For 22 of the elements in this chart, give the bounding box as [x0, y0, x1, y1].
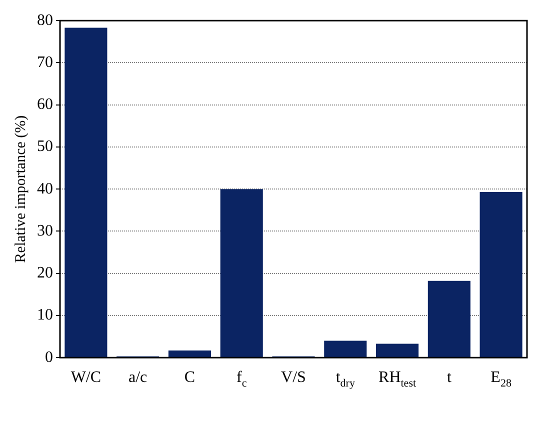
x-tick-label: C [184, 368, 196, 386]
bar [376, 344, 419, 358]
x-tick-label: a/c [128, 368, 148, 386]
y-tick-label: 20 [37, 264, 53, 282]
y-tick-label: 80 [37, 12, 53, 29]
y-tick-label: 0 [45, 348, 53, 366]
bar [220, 189, 263, 358]
y-tick-label: 70 [37, 54, 53, 71]
y-tick-label: 50 [37, 138, 53, 156]
x-tick-label: W/C [70, 368, 102, 386]
x-tick-label: V/S [281, 368, 306, 386]
x-tick-label: t [446, 368, 452, 386]
y-tick-label: 60 [37, 96, 53, 114]
bar [64, 28, 108, 358]
y-tick-label: 30 [37, 222, 53, 240]
bar [168, 350, 211, 358]
y-axis-title: Relative importance (%) [12, 115, 29, 263]
bar [428, 280, 470, 358]
bar [324, 340, 367, 358]
y-tick-label: 10 [37, 306, 53, 324]
bar [480, 192, 522, 358]
y-tick-label: 40 [37, 180, 53, 198]
